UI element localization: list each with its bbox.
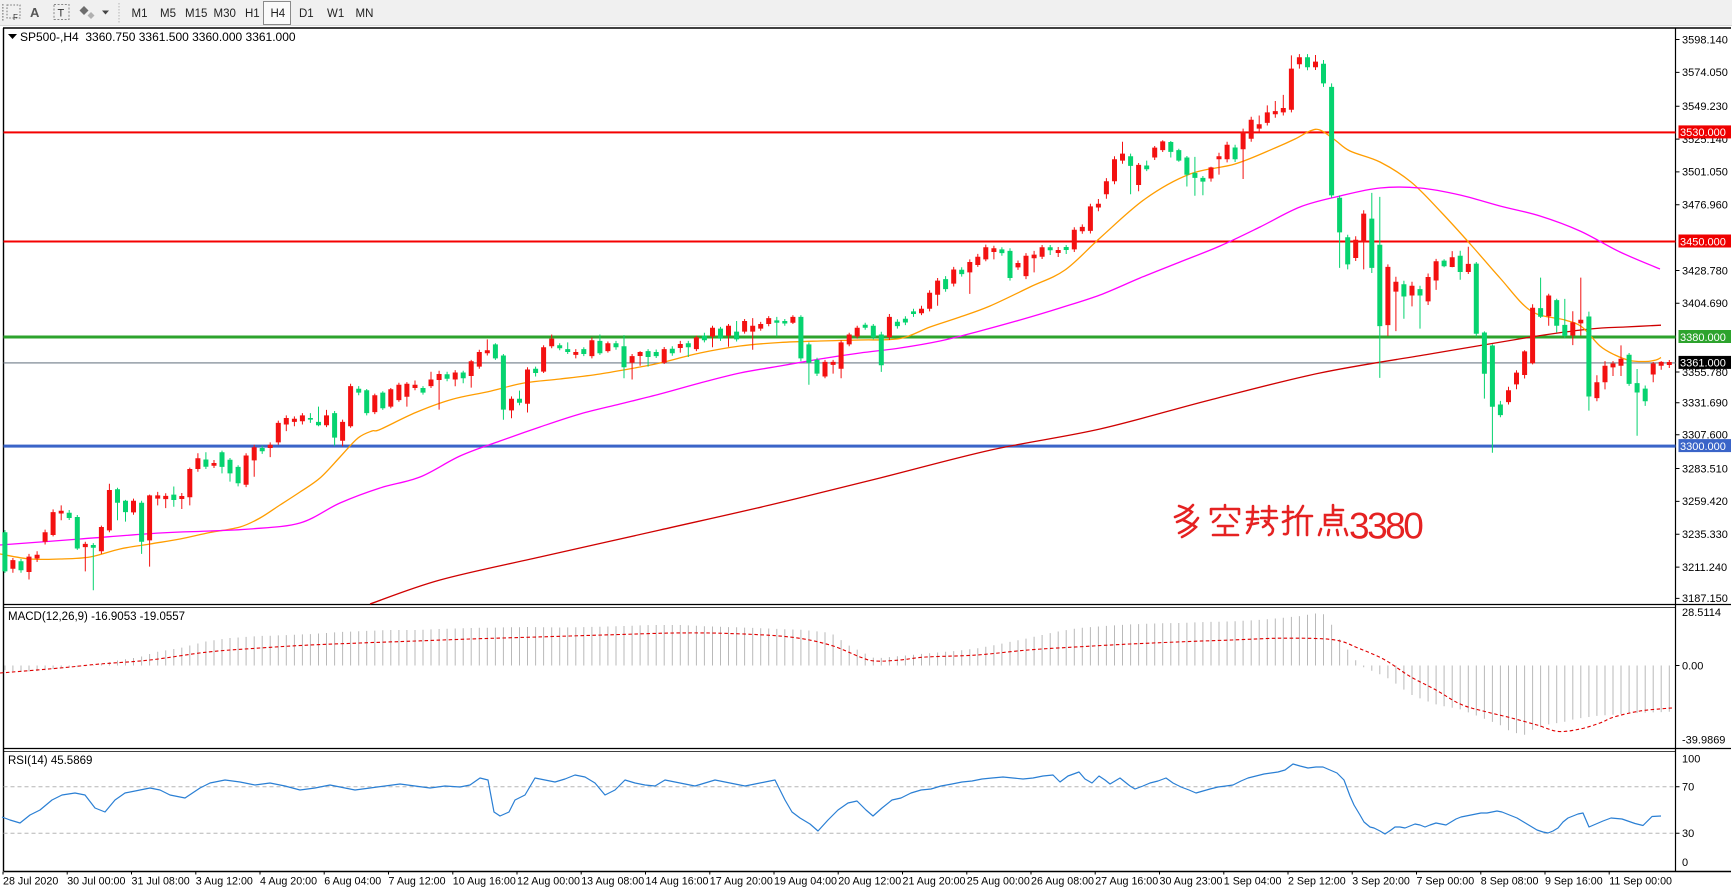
svg-text:0.00: 0.00 [1682,660,1703,672]
svg-text:3331.690: 3331.690 [1682,398,1728,410]
svg-text:3501.050: 3501.050 [1682,167,1728,179]
svg-text:F: F [13,13,18,22]
svg-text:H1: H1 [245,8,260,20]
svg-text:7 Sep 00:00: 7 Sep 00:00 [1417,876,1475,888]
svg-text:A: A [30,5,40,20]
svg-text:8 Sep 08:00: 8 Sep 08:00 [1481,876,1539,888]
svg-text:7 Aug 12:00: 7 Aug 12:00 [389,876,446,888]
svg-text:3549.230: 3549.230 [1682,101,1728,113]
svg-text:3530.000: 3530.000 [1680,127,1726,139]
svg-text:3476.960: 3476.960 [1682,200,1728,212]
svg-text:H4: H4 [271,8,286,20]
svg-text:20 Aug 12:00: 20 Aug 12:00 [838,876,901,888]
svg-text:M30: M30 [214,8,236,20]
svg-text:3259.420: 3259.420 [1682,496,1728,508]
svg-text:28 Jul 2020: 28 Jul 2020 [3,876,58,888]
svg-text:W1: W1 [327,8,344,20]
svg-text:100: 100 [1682,753,1700,765]
svg-text:3 Aug 12:00: 3 Aug 12:00 [196,876,253,888]
svg-text:RSI(14) 45.5869: RSI(14) 45.5869 [8,755,92,767]
svg-text:17 Aug 20:00: 17 Aug 20:00 [710,876,773,888]
svg-text:25 Aug 00:00: 25 Aug 00:00 [967,876,1030,888]
svg-text:13 Aug 08:00: 13 Aug 08:00 [581,876,644,888]
svg-text:19 Aug 04:00: 19 Aug 04:00 [774,876,837,888]
svg-text:3428.780: 3428.780 [1682,265,1728,277]
svg-text:14 Aug 16:00: 14 Aug 16:00 [646,876,709,888]
svg-text:3380: 3380 [1349,506,1423,547]
svg-text:3404.690: 3404.690 [1682,298,1728,310]
svg-text:3300.000: 3300.000 [1680,441,1726,453]
svg-text:MACD(12,26,9) -16.9053 -19.055: MACD(12,26,9) -16.9053 -19.0557 [8,611,185,623]
svg-text:M5: M5 [160,8,176,20]
svg-text:26 Aug 08:00: 26 Aug 08:00 [1031,876,1094,888]
svg-text:3211.240: 3211.240 [1682,562,1727,574]
svg-text:0: 0 [1682,857,1688,869]
svg-text:1 Sep 04:00: 1 Sep 04:00 [1224,876,1282,888]
svg-text:3283.510: 3283.510 [1682,463,1728,475]
svg-text:27 Aug 16:00: 27 Aug 16:00 [1095,876,1158,888]
svg-text:6 Aug 04:00: 6 Aug 04:00 [324,876,381,888]
svg-text:70: 70 [1682,782,1694,794]
svg-text:MN: MN [356,8,374,20]
svg-text:D1: D1 [299,8,314,20]
svg-text:9 Sep 16:00: 9 Sep 16:00 [1545,876,1603,888]
svg-text:30 Aug 23:00: 30 Aug 23:00 [1160,876,1223,888]
svg-text:M1: M1 [132,8,148,20]
svg-text:10 Aug 16:00: 10 Aug 16:00 [453,876,516,888]
svg-text:3235.330: 3235.330 [1682,529,1728,541]
svg-text:3 Sep 20:00: 3 Sep 20:00 [1352,876,1410,888]
svg-text:3307.600: 3307.600 [1682,430,1728,442]
svg-text:M15: M15 [185,8,207,20]
svg-text:3598.140: 3598.140 [1682,34,1728,46]
svg-text:T: T [58,8,65,20]
svg-text:21 Aug 20:00: 21 Aug 20:00 [903,876,966,888]
svg-text:-39.9869: -39.9869 [1682,734,1725,746]
svg-text:28.5114: 28.5114 [1682,607,1721,619]
svg-text:2 Sep 12:00: 2 Sep 12:00 [1288,876,1346,888]
svg-text:31 Jul 08:00: 31 Jul 08:00 [132,876,190,888]
svg-text:SP500-,H4 3360.750 3361.500 3: SP500-,H4 3360.750 3361.500 3360.000 336… [20,30,296,44]
svg-text:30: 30 [1682,828,1694,840]
svg-text:11 Sep 00:00: 11 Sep 00:00 [1609,876,1672,888]
svg-text:3574.050: 3574.050 [1682,67,1728,79]
svg-text:3450.000: 3450.000 [1680,236,1726,248]
svg-text:4 Aug 20:00: 4 Aug 20:00 [260,876,317,888]
svg-text:12 Aug 00:00: 12 Aug 00:00 [517,876,580,888]
svg-text:3187.150: 3187.150 [1682,593,1728,605]
svg-text:30 Jul 00:00: 30 Jul 00:00 [67,876,125,888]
svg-text:3361.000: 3361.000 [1680,358,1726,370]
svg-text:3380.000: 3380.000 [1680,332,1726,344]
svg-text:3355.780: 3355.780 [1682,367,1728,379]
